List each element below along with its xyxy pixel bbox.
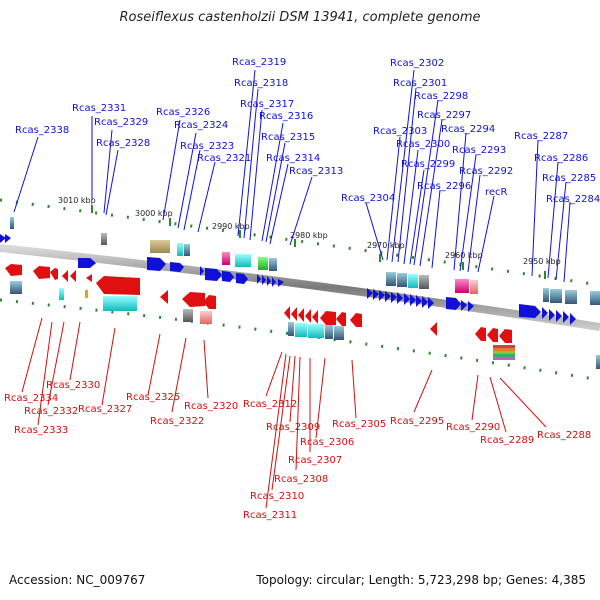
forward-features	[10, 217, 600, 305]
gene-label: Rcas_2310	[250, 491, 304, 502]
gene-label: Rcas_2312	[243, 399, 297, 410]
gene-label: Rcas_2294	[441, 124, 495, 135]
forward-genes	[0, 234, 576, 325]
gene-label: Rcas_2330	[46, 380, 100, 391]
reverse-labels: Rcas_2334 Rcas_2333 Rcas_2332 Rcas_2330 …	[4, 380, 591, 521]
gene-label: Rcas_2315	[261, 132, 315, 143]
gene-label: Rcas_2308	[274, 474, 328, 485]
map-title: Roseiflexus castenholzii DSM 13941, comp…	[119, 10, 481, 25]
tick-label: 3010 kbp	[58, 196, 96, 205]
gene-label: Rcas_2284	[546, 194, 600, 205]
gene-label: Rcas_2338	[15, 125, 69, 136]
gene-label: Rcas_2290	[446, 422, 500, 433]
gene-label: Rcas_2319	[232, 57, 286, 68]
gene-label: Rcas_2324	[174, 120, 228, 131]
tick-label: 2950 kbp	[523, 257, 561, 266]
gene-label: Rcas_2297	[417, 110, 471, 121]
gene-label: Rcas_2321	[197, 153, 251, 164]
gene-label: Rcas_2313	[289, 166, 343, 177]
tick-labels: 3010 kbp 3000 kbp 2990 kbp 2980 kbp 2970…	[58, 196, 561, 266]
gene-label: Rcas_2320	[184, 401, 238, 412]
reverse-features	[10, 281, 600, 369]
gene-label: Rcas_2306	[300, 437, 354, 448]
gene-label: Rcas_2327	[78, 404, 132, 415]
gene-label: Rcas_2302	[390, 58, 444, 69]
gene-label: Rcas_2286	[534, 153, 588, 164]
reverse-leaders	[21, 317, 547, 509]
gene-label: Rcas_2299	[401, 159, 455, 170]
gene-label: Rcas_2301	[393, 78, 447, 89]
gene-label: Rcas_2323	[180, 141, 234, 152]
forward-labels: Rcas_2338 Rcas_2331 Rcas_2329 Rcas_2328 …	[15, 57, 600, 205]
gene-label: Rcas_2292	[459, 166, 513, 177]
gene-label: recR	[485, 187, 508, 198]
gene-label: Rcas_2333	[14, 425, 68, 436]
gene-label: Rcas_2305	[332, 419, 386, 430]
genome-summary: Topology: circular; Length: 5,723,298 bp…	[256, 573, 586, 587]
gene-label: Rcas_2289	[480, 435, 534, 446]
tick-label: 2970 kbp	[367, 241, 405, 250]
gene-label: Rcas_2304	[341, 193, 395, 204]
gene-label: Rcas_2329	[94, 117, 148, 128]
gene-label: Rcas_2311	[243, 510, 297, 521]
gene-label: Rcas_2318	[234, 78, 288, 89]
gene-label: Rcas_2325	[126, 392, 180, 403]
gene-label: Rcas_2332	[24, 406, 78, 417]
gene-label: Rcas_2309	[266, 422, 320, 433]
gene-label: Rcas_2307	[288, 455, 342, 466]
gene-label: Rcas_2317	[240, 99, 294, 110]
genome-backbone	[0, 244, 600, 331]
reverse-genes	[5, 264, 512, 343]
tick-label: 3000 kbp	[135, 209, 173, 218]
gene-label: Rcas_2331	[72, 103, 126, 114]
gene-label: Rcas_2326	[156, 107, 210, 118]
forward-leaders	[13, 69, 571, 283]
tick-label: 2980 kbp	[290, 231, 328, 240]
accession-text: Accession: NC_009767	[9, 573, 146, 587]
gene-label: Rcas_2285	[542, 173, 596, 184]
gene-label: Rcas_2295	[390, 416, 444, 427]
gene-label: Rcas_2293	[452, 145, 506, 156]
gene-label: Rcas_2288	[537, 430, 591, 441]
gene-label: Rcas_2303	[373, 126, 427, 137]
gene-label: Rcas_2328	[96, 138, 150, 149]
gene-label: Rcas_2298	[414, 91, 468, 102]
gene-label: Rcas_2296	[417, 181, 471, 192]
tick-label: 2990 kbp	[212, 222, 250, 231]
gene-label: Rcas_2287	[514, 131, 568, 142]
gene-label: Rcas_2334	[4, 393, 58, 404]
gene-label: Rcas_2314	[266, 153, 320, 164]
tick-label: 2960 kbp	[445, 251, 483, 260]
gene-label: Rcas_2322	[150, 416, 204, 427]
gene-label: Rcas_2316	[259, 111, 313, 122]
major-ticks	[91, 205, 546, 279]
gene-label: Rcas_2300	[396, 139, 450, 150]
